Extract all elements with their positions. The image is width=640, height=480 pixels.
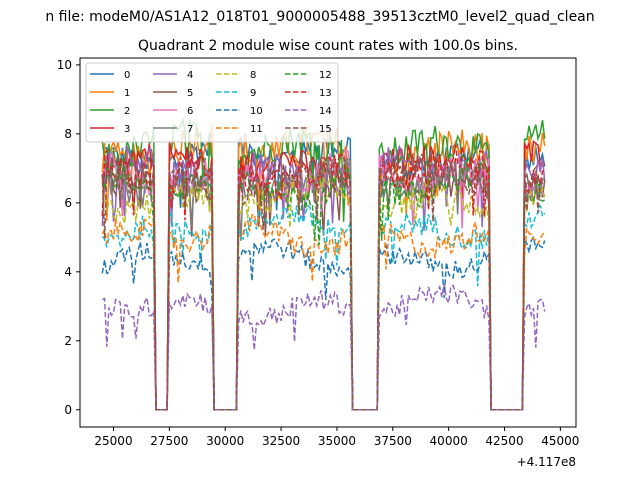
y-tick-label: 10 [57, 58, 72, 72]
x-tick-label: 42500 [485, 434, 523, 448]
series-line-10 [101, 235, 546, 411]
legend-label-10: 10 [250, 106, 263, 117]
legend-label-15: 15 [319, 124, 332, 135]
legend-label-11: 11 [250, 124, 263, 135]
chart-title: Quadrant 2 module wise count rates with … [138, 38, 518, 54]
x-tick-label: 37500 [374, 434, 412, 448]
series-line-13 [101, 144, 545, 411]
x-tick-label: 25000 [94, 434, 132, 448]
series-line-14 [102, 283, 546, 411]
legend-frame [85, 62, 339, 143]
legend-label-3: 3 [124, 124, 130, 135]
x-axis: 25000 27500 30000 32500 35000 37500 40000 42500… [94, 427, 579, 448]
series-line-9 [101, 204, 546, 411]
legend-label-14: 14 [319, 106, 332, 117]
series-line-12 [101, 157, 546, 411]
x-tick-label: 35000 [318, 434, 356, 448]
legend-label-0: 0 [124, 70, 130, 81]
series-line-15 [101, 153, 546, 411]
legend-label-8: 8 [250, 70, 256, 81]
legend-label-6: 6 [187, 106, 193, 117]
series-line-3 [101, 139, 546, 411]
series-line-11 [101, 213, 546, 411]
y-tick-label: 0 [64, 403, 72, 417]
plot-frame [79, 57, 577, 428]
x-tick-label: 45000 [541, 434, 579, 448]
figure-suptitle: n file: modeM0/AS1A12_018T01_9000005488_… [45, 9, 594, 25]
y-tick-label: 4 [64, 265, 72, 279]
legend-label-13: 13 [319, 88, 332, 99]
legend-label-1: 1 [124, 88, 130, 99]
legend-label-12: 12 [319, 70, 332, 81]
legend-label-4: 4 [187, 70, 193, 81]
y-tick-label: 6 [64, 196, 72, 210]
x-tick-label: 30000 [206, 434, 244, 448]
x-offset-label: +4.117e8 [517, 455, 576, 469]
y-tick-label: 8 [64, 127, 72, 141]
x-tick-label: 40000 [430, 434, 468, 448]
series-line-8 [101, 171, 546, 411]
legend-label-5: 5 [187, 88, 193, 99]
y-axis: 0 2 4 6 8 10 [57, 58, 80, 417]
x-tick-label: 27500 [150, 434, 188, 448]
legend-label-7: 7 [187, 124, 193, 135]
series-line-6 [101, 147, 546, 411]
y-tick-label: 2 [64, 334, 72, 348]
legend-label-9: 9 [250, 88, 256, 99]
x-tick-label: 32500 [262, 434, 300, 448]
legend-label-2: 2 [124, 106, 130, 117]
